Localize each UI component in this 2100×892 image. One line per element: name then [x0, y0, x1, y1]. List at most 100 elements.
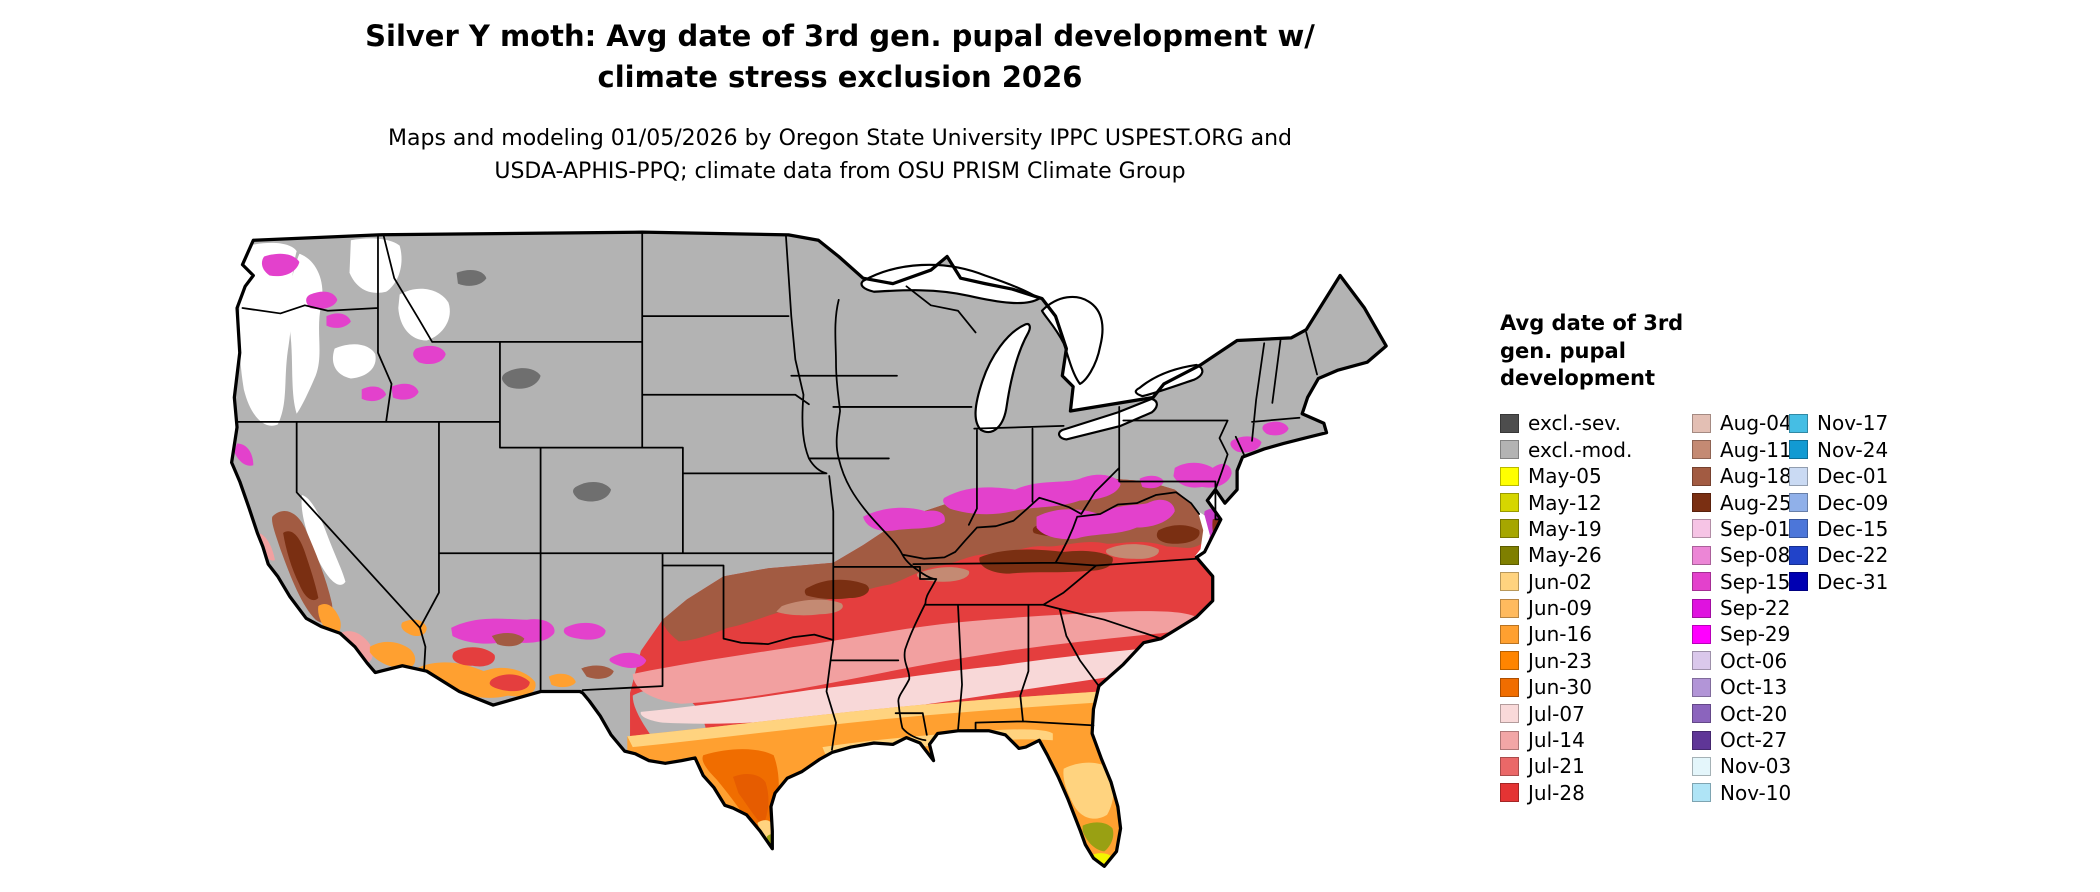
legend-swatch: [1789, 493, 1808, 513]
legend-swatch: [1692, 413, 1711, 433]
legend-swatch: [1500, 730, 1519, 750]
legend-item: Nov-10: [1692, 780, 1792, 806]
legend-item: Jul-21: [1500, 753, 1692, 779]
legend-item: Aug-18: [1692, 463, 1792, 489]
legend-swatch: [1692, 783, 1711, 803]
state-borders: [236, 231, 1318, 751]
great-lakes: [860, 263, 1204, 441]
legend-item: Dec-31: [1789, 569, 1939, 595]
legend-swatch: [1500, 598, 1519, 618]
legend-item: Aug-11: [1692, 437, 1792, 463]
legend-item: Sep-15: [1692, 569, 1791, 595]
legend-label: excl.-mod.: [1528, 437, 1633, 462]
legend-swatch: [1692, 756, 1711, 776]
legend-swatch: [1789, 413, 1808, 433]
desert-red-blobs: [452, 647, 530, 692]
legend-item: May-12: [1500, 489, 1692, 515]
florida-tan-center: [1063, 762, 1114, 819]
legend-label: May-05: [1528, 464, 1602, 489]
legend-label: Nov-24: [1817, 437, 1889, 462]
chesapeake-bay: [1195, 511, 1211, 556]
legend-item: Dec-15: [1789, 516, 1939, 542]
legend-label: Sep-22: [1720, 596, 1791, 621]
legend-swatch: [1500, 466, 1519, 486]
legend-item: Oct-13: [1692, 674, 1789, 700]
legend-item: Jun-02: [1500, 569, 1692, 595]
page-title: Silver Y moth: Avg date of 3rd gen. pupa…: [365, 19, 1315, 94]
nm-magenta-blobs: [563, 622, 647, 668]
legend-label: Sep-15: [1720, 569, 1791, 594]
legend-label: Dec-09: [1817, 490, 1889, 515]
legend-item: Jun-09: [1500, 595, 1692, 621]
legend-swatch: [1692, 519, 1711, 539]
legend-label: Sep-08: [1720, 543, 1791, 568]
socal-orange: [369, 641, 416, 669]
legend-swatch: [1500, 783, 1519, 803]
legend-item: Jul-07: [1500, 700, 1692, 726]
legend-item: Aug-25: [1692, 489, 1792, 515]
south-texas-deeper-orange: [733, 774, 769, 826]
legend-swatch: [1789, 466, 1808, 486]
legend-label: Jun-09: [1528, 596, 1592, 621]
us-map-svg: [229, 230, 1388, 868]
legend-swatch: [1500, 572, 1519, 592]
legend-item: Nov-03: [1692, 753, 1792, 779]
legend-label: Aug-04: [1720, 411, 1792, 436]
legend-swatch: [1500, 624, 1519, 644]
nm-sw-orange: [548, 673, 576, 688]
legend-swatch: [1500, 545, 1519, 565]
az-brown-bit: [491, 632, 525, 647]
northwest-magenta-blobs: [234, 253, 446, 466]
legend-label: Nov-10: [1720, 780, 1792, 805]
legend-swatch: [1692, 545, 1711, 565]
legend-label: May-19: [1528, 516, 1602, 541]
july-pink-band: [632, 611, 1197, 704]
nm-brown-blob: [581, 665, 614, 679]
legend-column-2: Aug-04 Aug-11 Aug-18 Aug-25 Sep-01 Sep-08 Sep-…: [1692, 410, 1792, 806]
legend-item: Jun-16: [1500, 621, 1692, 647]
legend-label: Jul-07: [1528, 701, 1585, 726]
legend-label: Oct-27: [1720, 728, 1788, 753]
legend-label: Jun-30: [1528, 675, 1592, 700]
legend-item: May-26: [1500, 542, 1692, 568]
legend-swatch: [1500, 756, 1519, 776]
legend-label: Jun-02: [1528, 569, 1592, 594]
legend-swatch: [1692, 704, 1711, 724]
legend-swatch: [1500, 519, 1519, 539]
june-light-orange-strip: [627, 682, 1206, 748]
legend-swatch: [1789, 519, 1808, 539]
legend-item: excl.-sev.: [1500, 410, 1692, 436]
legend-swatch: [1789, 440, 1808, 460]
legend-label: Aug-11: [1720, 437, 1792, 462]
no-data-white-layer: [239, 238, 450, 585]
legend-item: Nov-17: [1789, 410, 1939, 436]
page-subtitle: Maps and modeling 01/05/2026 by Oregon S…: [388, 126, 1292, 185]
legend-label: Jul-28: [1528, 780, 1585, 805]
legend-item: Oct-06: [1692, 648, 1789, 674]
legend-label: excl.-sev.: [1528, 411, 1621, 436]
legend-item: Nov-24: [1789, 437, 1939, 463]
legend: Avg date of 3rd gen. pupal development e…: [1500, 310, 2080, 806]
legend-column-1: excl.-sev. excl.-mod. May-05 May-12 May-19 Ma…: [1500, 410, 1692, 806]
legend-label: Nov-03: [1720, 754, 1792, 779]
legend-swatch: [1500, 704, 1519, 724]
legend-item: Dec-22: [1789, 542, 1939, 568]
legend-column-3: Nov-17 Nov-24 Dec-01 Dec-09 Dec-15 Dec-22 Dec-…: [1789, 410, 1939, 595]
legend-label: Dec-22: [1817, 543, 1889, 568]
lake-erie: [1057, 397, 1158, 441]
legend-title: Avg date of 3rd gen. pupal development: [1500, 311, 1684, 391]
july-light-pink-band: [640, 646, 1194, 724]
legend-swatch: [1500, 677, 1519, 697]
legend-label: Jul-14: [1528, 728, 1585, 753]
ca-coast-pink: [258, 532, 275, 561]
legend-label: Sep-29: [1720, 622, 1791, 647]
legend-label: Dec-01: [1817, 464, 1889, 489]
legend-label: May-26: [1528, 543, 1602, 568]
legend-item: Aug-04: [1692, 410, 1792, 436]
legend-item: Dec-01: [1789, 463, 1939, 489]
legend-item: Sep-08: [1692, 542, 1791, 568]
legend-swatch: [1789, 545, 1808, 565]
legend-label: Jun-23: [1528, 648, 1592, 673]
legend-swatch: [1692, 677, 1711, 697]
